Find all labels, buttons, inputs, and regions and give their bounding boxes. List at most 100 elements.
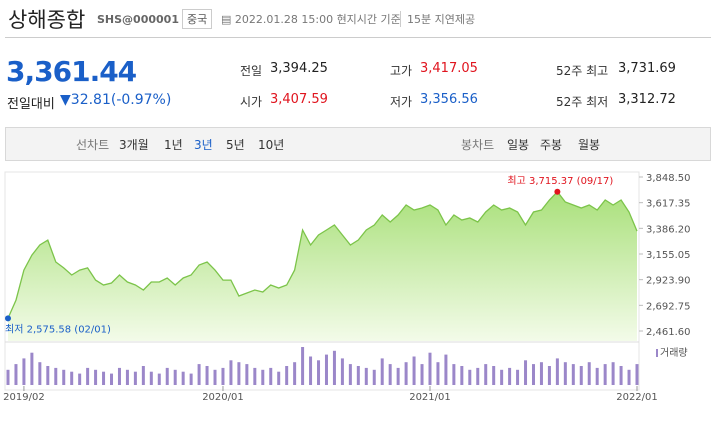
volume-bar xyxy=(627,369,631,385)
volume-bar xyxy=(261,369,265,385)
volume-bar xyxy=(492,366,496,385)
volume-bar xyxy=(635,364,639,385)
volume-bar xyxy=(484,364,488,385)
volume-bar xyxy=(309,356,313,385)
volume-bar xyxy=(54,367,58,385)
volume-bar xyxy=(317,360,321,385)
volume-bar xyxy=(619,366,623,385)
down-arrow: ▼ xyxy=(60,92,71,108)
change-value: 32.81(-0.97%) xyxy=(70,92,172,108)
y-tick-label: 3,617.35 xyxy=(646,199,691,210)
volume-bar xyxy=(436,362,440,385)
index-code: SHS@000001 xyxy=(97,13,179,26)
volume-bar xyxy=(301,347,305,385)
stat-label: 저가 xyxy=(390,95,413,109)
volume-bar xyxy=(356,366,360,385)
y-tick-label: 2,923.90 xyxy=(646,276,691,287)
volume-bar xyxy=(547,366,551,385)
x-tick-label: 2021/01 xyxy=(409,392,451,403)
volume-bar xyxy=(332,350,336,385)
volume-bar xyxy=(14,364,18,385)
volume-bar xyxy=(348,364,352,385)
volume-bar xyxy=(277,371,281,385)
y-tick-label: 2,461.60 xyxy=(646,327,691,338)
volume-bar xyxy=(94,369,98,385)
volume-bar xyxy=(555,358,559,385)
volume-bar xyxy=(372,369,376,385)
volume-bar xyxy=(117,367,121,385)
volume-bar xyxy=(571,364,575,385)
volume-bar xyxy=(237,362,241,385)
volume-bar xyxy=(476,367,480,385)
volume-bar xyxy=(396,367,400,385)
volume-bar xyxy=(460,366,464,385)
volume-bar xyxy=(197,364,201,385)
y-tick-label: 3,848.50 xyxy=(646,173,691,184)
volume-bar xyxy=(579,366,583,385)
change-label: 전일대비 xyxy=(7,97,55,112)
extreme-dot xyxy=(554,188,561,195)
volume-bar xyxy=(611,362,615,385)
stat-label: 시가 xyxy=(240,95,263,109)
volume-bar xyxy=(428,352,432,385)
volume-bar xyxy=(444,354,448,385)
volume-bar xyxy=(524,360,528,385)
volume-bar xyxy=(563,362,567,385)
volume-bar xyxy=(245,364,249,385)
volume-bar xyxy=(340,358,344,385)
period-tab[interactable]: 3개월 xyxy=(119,138,149,152)
volume-bar xyxy=(110,373,114,385)
period-tab[interactable]: 1년 xyxy=(164,138,183,152)
y-tick-label: 3,155.05 xyxy=(646,250,691,261)
volume-bar xyxy=(603,364,607,385)
y-tick-label: 2,692.75 xyxy=(646,301,691,312)
volume-bar xyxy=(364,367,368,385)
volume-bar xyxy=(516,369,520,385)
volume-bar xyxy=(293,362,297,385)
area-fill xyxy=(8,191,637,341)
candle-tab[interactable]: 월봉 xyxy=(578,138,601,152)
volume-bar xyxy=(213,369,217,385)
volume-bar xyxy=(285,366,289,385)
datetime: ▤ 2022.01.28 15:00 현지시간 기준 xyxy=(221,11,401,27)
volume-bar xyxy=(102,371,106,385)
clock-icon: ▤ xyxy=(221,13,235,26)
tab-group-label: 선차트 xyxy=(76,138,110,152)
volume-bar xyxy=(86,367,90,385)
volume-bar xyxy=(420,364,424,385)
volume-bar xyxy=(587,362,591,385)
y-tick-label: 3,386.20 xyxy=(646,224,691,235)
stat-label: 52주 최고 xyxy=(556,64,609,78)
stat-value: 3,312.72 xyxy=(618,92,676,107)
volume-bar xyxy=(229,360,233,385)
volume-bar xyxy=(165,367,169,385)
candle-tab[interactable]: 주봉 xyxy=(540,138,563,152)
volume-bar xyxy=(468,369,472,385)
volume-bar xyxy=(508,367,512,385)
stat-value: 3,731.69 xyxy=(618,61,676,76)
extreme-label: 최고 3,715.37 (09/17) xyxy=(507,175,613,187)
volume-bar xyxy=(173,369,177,385)
volume-bar xyxy=(221,367,225,385)
volume-bar xyxy=(149,371,153,385)
volume-bar xyxy=(181,371,185,385)
volume-bar xyxy=(531,364,535,385)
volume-bar xyxy=(133,371,137,385)
chart: 3,848.50 3,617.35 3,386.20 3,155.05 2,923.90… xyxy=(3,171,691,403)
volume-bar xyxy=(22,358,26,385)
volume-bar xyxy=(388,364,392,385)
period-tab[interactable]: 3년 xyxy=(194,138,213,152)
extreme-label: 최저 2,575.58 (02/01) xyxy=(5,323,111,335)
index-title: 상해종합 xyxy=(8,8,86,32)
volume-bar xyxy=(269,367,273,385)
candle-tab[interactable]: 일봉 xyxy=(507,138,530,152)
period-tab[interactable]: 10년 xyxy=(258,138,285,152)
period-tab[interactable]: 5년 xyxy=(226,138,245,152)
volume-bar xyxy=(157,373,161,385)
stat-value: 3,394.25 xyxy=(270,61,328,76)
chart-tabs: 선차트 3개월 1년 3년 5년 10년 봉차트 일봉 주봉 월봉 xyxy=(5,127,711,161)
divider xyxy=(5,37,711,38)
change: ▼32.81(-0.97%) xyxy=(60,92,171,108)
volume-bar xyxy=(595,367,599,385)
